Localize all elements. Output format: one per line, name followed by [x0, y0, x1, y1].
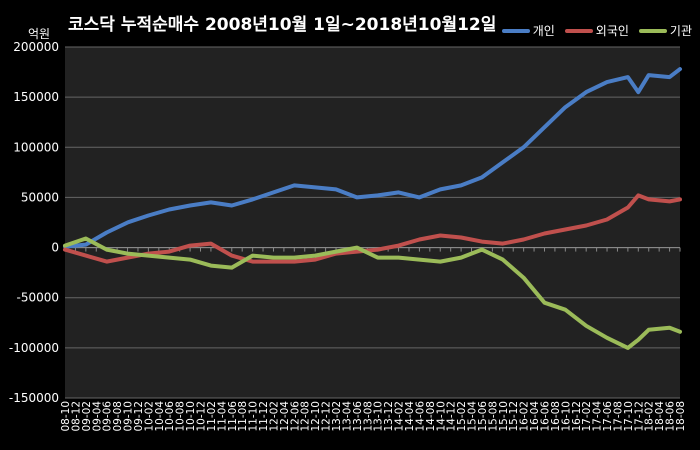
legend-label-individual: 개인: [532, 24, 555, 38]
legend: 개인 외국인 기관: [501, 22, 692, 39]
x-tick-label: 14-12: [446, 401, 458, 432]
x-tick-label: 16-12: [571, 401, 583, 432]
legend-swatch-foreign: [564, 28, 593, 33]
x-tick-label: 14-02: [394, 401, 406, 432]
x-tick-label: 10-10: [185, 401, 197, 432]
x-tick-label: 17-02: [581, 401, 593, 432]
legend-item-institution: 기관: [638, 22, 692, 39]
x-tick-label: 14-04: [404, 401, 416, 432]
y-tick-label: 0: [51, 241, 59, 255]
x-tick-label: 15-08: [487, 401, 499, 432]
plot-area: [65, 47, 680, 398]
x-tick-label: 16-06: [539, 401, 551, 432]
x-tick-label: 18-08: [675, 401, 687, 432]
x-tick-label: 13-06: [352, 401, 364, 432]
x-tick-label: 14-10: [435, 401, 447, 432]
x-tick-label: 16-10: [560, 401, 572, 432]
x-tick-label: 12-10: [310, 401, 322, 432]
legend-item-foreign: 외국인: [564, 22, 629, 39]
x-tick-label: 10-06: [164, 401, 176, 432]
x-tick-label: 18-02: [644, 401, 656, 432]
x-tick-label: 17-10: [623, 401, 635, 432]
x-tick-label: 11-04: [216, 401, 228, 432]
legend-swatch-individual: [501, 28, 530, 33]
y-tick-label: 200000: [13, 40, 59, 54]
x-tick-label: 09-04: [91, 401, 103, 432]
legend-swatch-institution: [638, 28, 667, 33]
x-tick-label: 11-06: [227, 401, 239, 432]
x-tick-label: 09-06: [102, 401, 114, 432]
x-tick-label: 13-10: [373, 401, 385, 432]
x-tick-label: 13-04: [341, 401, 353, 432]
x-tick-label: 10-08: [175, 401, 187, 432]
x-tick-label: 10-12: [196, 401, 208, 432]
y-tick-label: -100000: [9, 341, 59, 355]
x-tick-label: 08-10: [60, 401, 72, 432]
series-line-0: [63, 67, 682, 249]
x-tick-label: 09-10: [123, 401, 135, 432]
x-tick-label: 17-12: [633, 401, 645, 432]
x-tick-label: 16-08: [550, 401, 562, 432]
x-tick-label: 16-02: [519, 401, 531, 432]
chart-title: 코스닥 누적순매수 2008년10월 1일~2018년10월12일: [68, 15, 497, 35]
y-tick-label: -150000: [9, 391, 59, 405]
x-tick-label: 17-06: [602, 401, 614, 432]
x-tick-label: 15-02: [456, 401, 468, 432]
x-tick-label: 17-04: [592, 401, 604, 432]
x-tick-label: 13-02: [331, 401, 343, 432]
x-tick-label: 11-10: [248, 401, 260, 432]
x-tick-label: 14-08: [425, 401, 437, 432]
x-tick-label: 11-12: [258, 401, 270, 432]
x-tick-label: 17-08: [612, 401, 624, 432]
x-tick-label: 12-04: [279, 401, 291, 432]
x-tick-label: 12-08: [300, 401, 312, 432]
legend-label-foreign: 외국인: [595, 24, 629, 38]
y-tick-label: 150000: [13, 90, 59, 104]
y-tick-label: 50000: [21, 190, 59, 204]
x-tick-label: 09-12: [133, 401, 145, 432]
x-tick-label: 15-04: [467, 401, 479, 432]
x-tick-label: 13-12: [383, 401, 395, 432]
x-tick-label: 18-06: [665, 401, 677, 432]
y-tick-label: -50000: [16, 291, 59, 305]
x-tick-label: 14-06: [414, 401, 426, 432]
x-tick-label: 09-08: [112, 401, 124, 432]
x-tick-label: 10-02: [143, 401, 155, 432]
x-tick-label: 18-04: [654, 401, 666, 432]
x-tick-label: 08-12: [70, 401, 82, 432]
x-tick-label: 13-08: [362, 401, 374, 432]
x-tick-label: 12-02: [268, 401, 280, 432]
y-tick-label: 100000: [13, 140, 59, 154]
x-tick-label: 12-12: [321, 401, 333, 432]
series-line-1: [63, 193, 682, 264]
x-tick-label: 15-12: [508, 401, 520, 432]
x-tick-label: 10-04: [154, 401, 166, 432]
x-tick-label: 15-10: [498, 401, 510, 432]
legend-label-institution: 기관: [669, 24, 692, 38]
unit-label: 억원: [28, 27, 51, 41]
x-tick-label: 11-08: [237, 401, 249, 432]
x-tick-label: 15-06: [477, 401, 489, 432]
x-tick-label: 12-06: [289, 401, 301, 432]
legend-item-individual: 개인: [501, 22, 555, 39]
series-line-2: [63, 236, 682, 350]
x-tick-label: 09-02: [81, 401, 93, 432]
x-tick-label: 16-04: [529, 401, 541, 432]
x-tick-label: 11-02: [206, 401, 218, 432]
